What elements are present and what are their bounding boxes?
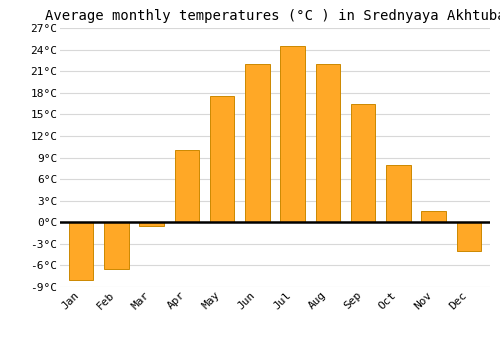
Bar xyxy=(69,222,94,280)
Bar xyxy=(386,165,410,222)
Bar xyxy=(104,222,128,269)
Bar xyxy=(245,64,270,222)
Bar xyxy=(351,104,376,222)
Bar xyxy=(174,150,199,222)
Title: Average monthly temperatures (°C ) in Srednyaya Akhtuba: Average monthly temperatures (°C ) in Sr… xyxy=(44,9,500,23)
Bar xyxy=(280,46,305,222)
Bar xyxy=(316,64,340,222)
Bar xyxy=(456,222,481,251)
Bar xyxy=(422,211,446,222)
Bar xyxy=(210,96,234,222)
Bar xyxy=(140,222,164,226)
